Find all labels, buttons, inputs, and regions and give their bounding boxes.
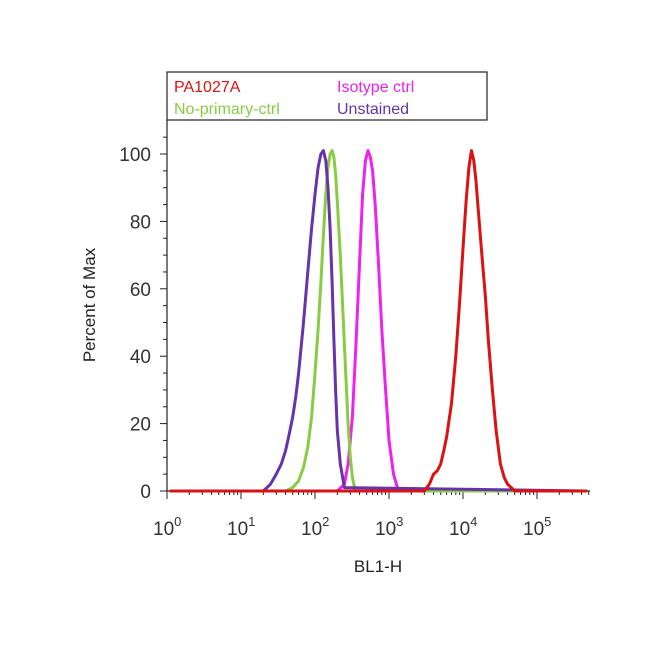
y-tick-label: 100 <box>119 145 151 166</box>
legend-item-no-primary-ctrl: No-primary-ctrl <box>174 101 280 118</box>
series-layer <box>169 149 588 493</box>
x-tick-label: 100 <box>153 514 181 540</box>
y-tick-label: 0 <box>140 482 151 503</box>
x-tick-label: 105 <box>523 514 551 540</box>
series-line-isotype-ctrl <box>169 149 588 493</box>
legend-item-pa1027a: PA1027A <box>174 79 241 96</box>
legend-box <box>166 71 488 121</box>
y-tick-label: 20 <box>130 415 151 436</box>
series-line-no-primary-ctrl <box>169 149 588 493</box>
x-axis-title: BL1-H <box>354 557 402 576</box>
x-tick-label: 102 <box>301 514 329 540</box>
series-line-pa1027a <box>169 149 588 493</box>
series-line-unstained <box>169 149 588 493</box>
x-tick-label: 103 <box>375 514 403 540</box>
legend-item-isotype-ctrl: Isotype ctrl <box>337 79 414 96</box>
y-axis-title: Percent of Max <box>80 247 99 362</box>
legend: PA1027A No-primary-ctrl Isotype ctrl Uns… <box>166 71 488 121</box>
y-tick-label: 80 <box>130 212 151 233</box>
x-axis-ticks: 100 101 102 103 104 105 <box>153 491 590 540</box>
legend-item-unstained: Unstained <box>337 101 409 118</box>
x-tick-label: 104 <box>449 514 477 540</box>
y-tick-label: 60 <box>130 280 151 301</box>
x-tick-label: 101 <box>227 514 255 540</box>
y-tick-label: 40 <box>130 347 151 368</box>
y-axis-ticks: 0 20 40 60 80 100 <box>119 136 167 503</box>
